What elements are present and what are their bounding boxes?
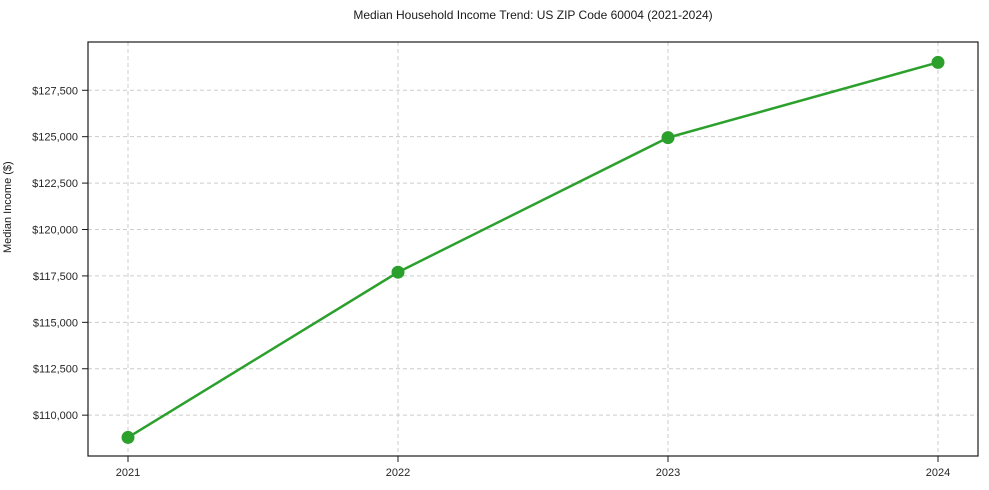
x-tick-label: 2024 xyxy=(926,467,950,479)
y-tick-label: $127,500 xyxy=(32,85,78,97)
x-tick-label: 2021 xyxy=(116,467,140,479)
y-tick-label: $125,000 xyxy=(32,132,78,144)
y-tick-label: $120,000 xyxy=(32,225,78,237)
data-point xyxy=(931,55,945,69)
y-tick-label: $122,500 xyxy=(32,178,78,190)
y-tick-label: $110,000 xyxy=(33,410,78,422)
chart-title: Median Household Income Trend: US ZIP Co… xyxy=(353,8,713,22)
y-tick-label: $115,000 xyxy=(33,317,78,329)
plot-border xyxy=(87,41,979,457)
data-point xyxy=(661,131,675,145)
x-tick-label: 2022 xyxy=(386,467,410,479)
data-line xyxy=(126,61,940,439)
y-tick-label: $117,500 xyxy=(33,271,78,283)
x-tick-label: 2023 xyxy=(656,467,680,479)
data-point xyxy=(121,430,135,444)
data-point xyxy=(391,265,405,279)
y-tick-label: $112,500 xyxy=(33,364,78,376)
